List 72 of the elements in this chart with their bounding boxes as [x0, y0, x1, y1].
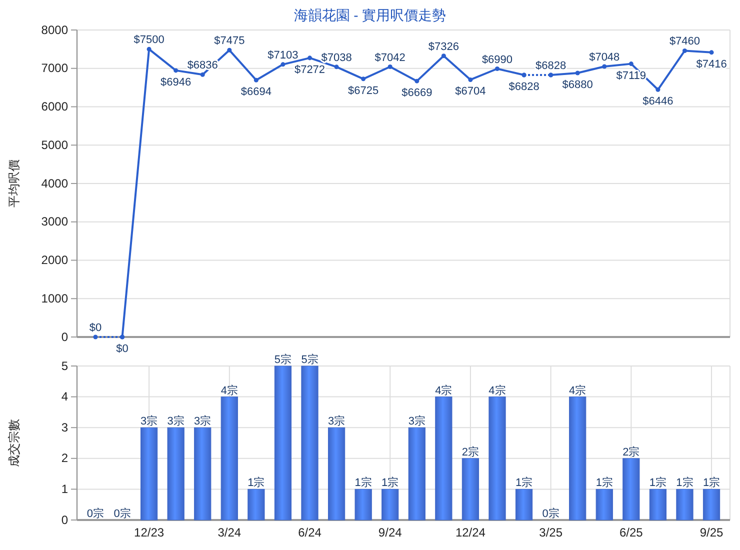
data-label: $7326 — [428, 40, 459, 53]
data-label: $7103 — [268, 49, 298, 62]
y-axis-title: 成交宗數 — [7, 419, 21, 467]
x-tick-label: 3/25 — [539, 526, 563, 540]
x-tick-label: 6/25 — [619, 526, 644, 540]
y-tick-label: 0 — [61, 330, 68, 344]
data-label: $7500 — [134, 34, 164, 46]
data-label: 1宗 — [248, 476, 265, 490]
data-label: $6704 — [455, 86, 486, 98]
data-label: $7042 — [374, 52, 406, 64]
chart-title: 海韻花園 - 實用呎價走勢 — [294, 7, 446, 23]
y-tick-label: 4 — [61, 390, 68, 404]
data-label: $6990 — [482, 54, 513, 66]
y-tick-label: 1000 — [41, 291, 68, 306]
data-label: 1宗 — [702, 476, 720, 490]
y-tick-label: 4000 — [41, 176, 68, 190]
data-label: 3宗 — [140, 414, 158, 428]
data-label: 1宗 — [354, 476, 372, 490]
x-tick-label: 3/24 — [218, 526, 242, 540]
data-label: $0 — [116, 343, 128, 355]
x-tick-label: 9/25 — [700, 526, 724, 540]
data-label: $0 — [89, 322, 102, 334]
data-label: $6725 — [348, 84, 379, 97]
data-label: $6828 — [536, 60, 566, 72]
x-tick-label: 6/24 — [298, 526, 322, 540]
data-label: $6946 — [160, 76, 192, 88]
data-label: $7460 — [669, 36, 700, 48]
data-label: 3宗 — [167, 414, 184, 428]
x-tick-label: 9/24 — [378, 526, 402, 540]
data-label: 1宗 — [515, 476, 533, 490]
data-label: $7416 — [696, 58, 727, 70]
data-label: 2宗 — [622, 445, 640, 458]
y-tick-label: 7000 — [41, 61, 68, 76]
y-tick-label: 0 — [61, 512, 68, 527]
data-label: 3宗 — [194, 414, 212, 428]
data-label: 4宗 — [435, 384, 452, 397]
data-label: 4宗 — [220, 384, 238, 397]
data-label: 1宗 — [596, 476, 613, 490]
data-label: $6828 — [508, 80, 540, 93]
data-label: 4宗 — [488, 384, 506, 397]
y-tick-label: 2000 — [41, 253, 68, 268]
data-label: $6880 — [562, 78, 593, 91]
data-label: 1宗 — [649, 476, 667, 490]
data-label: 0宗 — [114, 507, 131, 520]
data-label: $6694 — [240, 86, 272, 98]
x-tick-label: 12/23 — [134, 526, 164, 540]
data-label: 0宗 — [86, 507, 104, 520]
data-label: 3宗 — [408, 414, 426, 428]
data-label: 1宗 — [382, 476, 399, 490]
y-tick-label: 8000 — [41, 22, 68, 37]
data-label: 1宗 — [676, 476, 694, 490]
data-label: 3宗 — [328, 414, 346, 428]
x-tick-label: 12/24 — [455, 526, 486, 540]
data-label: 4宗 — [569, 384, 586, 397]
y-tick-label: 1 — [61, 482, 68, 496]
data-label: $6669 — [402, 87, 432, 100]
y-tick-label: 2 — [61, 451, 68, 466]
data-label: $7475 — [214, 35, 245, 48]
y-tick-label: 3000 — [41, 214, 68, 229]
y-tick-label: 3 — [61, 420, 68, 434]
y-tick-label: 6000 — [41, 100, 68, 114]
y-tick-label: 5 — [61, 358, 68, 373]
data-label: $7272 — [294, 64, 326, 76]
data-label: 5宗 — [274, 353, 292, 366]
data-label: 0宗 — [542, 507, 560, 520]
data-label: $6446 — [642, 96, 674, 108]
y-axis-title: 平均呎價 — [7, 160, 21, 208]
data-label: $7038 — [321, 52, 352, 64]
data-label: 2宗 — [462, 445, 480, 458]
data-label: 5宗 — [301, 353, 318, 366]
y-tick-label: 5000 — [41, 138, 68, 152]
data-label: $7048 — [589, 52, 620, 64]
